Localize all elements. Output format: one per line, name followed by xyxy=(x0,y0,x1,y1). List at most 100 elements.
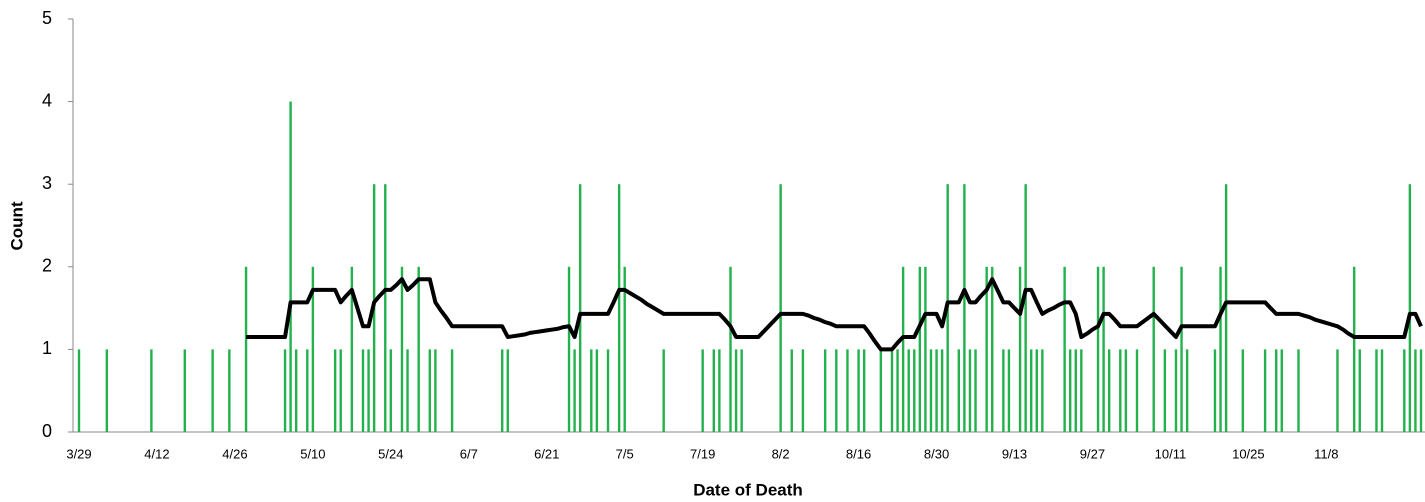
bar xyxy=(896,349,899,432)
x-tick-label: 10/25 xyxy=(1232,446,1265,461)
bar xyxy=(623,266,626,432)
bar xyxy=(367,349,370,432)
y-tick-label: 1 xyxy=(42,338,52,358)
bar xyxy=(662,349,665,432)
bar xyxy=(1152,266,1155,432)
bar xyxy=(963,184,966,432)
bar xyxy=(879,349,883,432)
bar xyxy=(1180,266,1183,432)
bar xyxy=(1336,349,1339,432)
x-tick-label: 5/10 xyxy=(300,446,325,461)
bar xyxy=(1107,349,1111,432)
bar xyxy=(1041,349,1044,432)
bar xyxy=(434,349,437,432)
bar xyxy=(974,349,977,432)
bar xyxy=(890,349,894,432)
x-tick-label: 9/13 xyxy=(1002,446,1027,461)
bar xyxy=(968,349,972,432)
bar xyxy=(991,266,994,432)
bar xyxy=(1135,349,1139,432)
bar xyxy=(501,349,504,432)
bar xyxy=(183,349,187,432)
bar xyxy=(1380,349,1384,432)
bar xyxy=(578,184,582,432)
bar xyxy=(228,349,231,432)
bar xyxy=(1375,349,1378,432)
y-tick-label: 3 xyxy=(42,173,52,193)
bar xyxy=(361,349,365,432)
bar xyxy=(105,349,109,432)
bar xyxy=(1096,266,1100,432)
x-tick-label: 6/21 xyxy=(534,446,559,461)
moving-average-line xyxy=(246,277,1423,352)
x-tick-label: 9/27 xyxy=(1080,446,1105,461)
bar xyxy=(1063,266,1066,432)
bar xyxy=(567,266,571,432)
bar xyxy=(406,349,409,432)
bar xyxy=(929,349,933,432)
bar xyxy=(1403,349,1406,432)
bar xyxy=(1219,266,1222,432)
y-tick-label: 2 xyxy=(42,256,52,276)
bar xyxy=(350,266,354,432)
bar xyxy=(289,101,292,432)
bar xyxy=(1408,184,1412,432)
bar xyxy=(1358,349,1361,432)
bar xyxy=(617,184,621,432)
bar xyxy=(1213,349,1217,432)
bar xyxy=(389,349,393,432)
bar xyxy=(729,266,732,432)
bar xyxy=(701,349,704,432)
bar xyxy=(428,349,432,432)
bar xyxy=(1263,349,1267,432)
bar xyxy=(417,266,420,432)
x-tick-label: 7/19 xyxy=(690,446,715,461)
bar xyxy=(244,266,248,432)
bar xyxy=(935,349,938,432)
bar xyxy=(790,349,793,432)
bar xyxy=(1224,184,1228,432)
bar xyxy=(1030,349,1033,432)
bar xyxy=(924,266,927,432)
bar xyxy=(1414,349,1417,432)
plot-area: 0 1 2 3 4 5 3/29 4/12 4/26 5/10 5/24 6/7 6/21 7/5 7/19… xyxy=(42,8,1425,461)
x-tick-label: 7/5 xyxy=(616,446,634,461)
bar xyxy=(913,349,916,432)
x-tick-label: 3/29 xyxy=(66,446,91,461)
bar xyxy=(1352,266,1356,432)
bar xyxy=(339,349,342,432)
bar xyxy=(1002,349,1005,432)
bar xyxy=(1024,184,1027,432)
bar xyxy=(77,349,81,432)
bar xyxy=(1124,349,1128,432)
bar xyxy=(823,349,827,432)
bar xyxy=(384,184,387,432)
bar xyxy=(333,349,337,432)
bar xyxy=(1275,349,1278,432)
bar xyxy=(1280,349,1283,432)
bar xyxy=(718,349,721,432)
bar xyxy=(1119,349,1122,432)
x-tick-label: 5/24 xyxy=(378,446,403,461)
x-tick-label: 11/8 xyxy=(1314,446,1338,461)
x-axis-title: Date of Death xyxy=(693,480,803,499)
bar xyxy=(846,349,849,432)
bar xyxy=(311,266,315,432)
bar xyxy=(1074,349,1077,432)
bar xyxy=(712,349,716,432)
y-axis-title: Count xyxy=(7,201,26,250)
bar xyxy=(779,184,782,432)
bar xyxy=(835,349,838,432)
y-tick-label: 5 xyxy=(42,8,52,28)
bar xyxy=(211,349,214,432)
bar xyxy=(862,349,866,432)
bar xyxy=(573,349,576,432)
bar xyxy=(606,349,610,432)
bar xyxy=(450,349,454,432)
y-tick-label: 0 xyxy=(42,421,52,441)
bar xyxy=(918,266,922,432)
bar xyxy=(1007,349,1011,432)
bar xyxy=(1068,349,1072,432)
bar xyxy=(506,349,509,432)
